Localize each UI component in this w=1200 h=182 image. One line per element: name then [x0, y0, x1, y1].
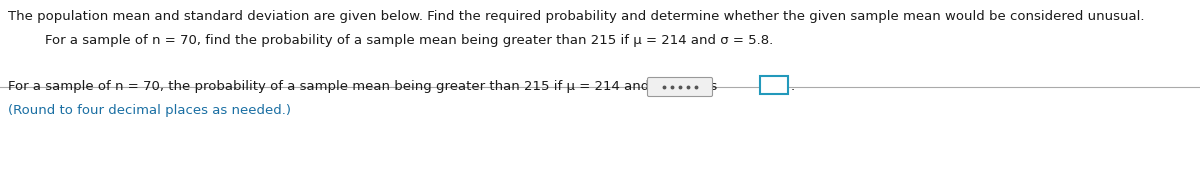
Text: For a sample of n = 70, the probability of a sample mean being greater than 215 : For a sample of n = 70, the probability … [8, 80, 718, 93]
Text: The population mean and standard deviation are given below. Find the required pr: The population mean and standard deviati… [8, 10, 1145, 23]
Text: For a sample of n = 70, find the probability of a sample mean being greater than: For a sample of n = 70, find the probabi… [46, 34, 773, 47]
Text: .: . [791, 80, 796, 93]
FancyBboxPatch shape [760, 76, 788, 94]
FancyBboxPatch shape [648, 78, 713, 96]
Text: (Round to four decimal places as needed.): (Round to four decimal places as needed.… [8, 104, 292, 117]
